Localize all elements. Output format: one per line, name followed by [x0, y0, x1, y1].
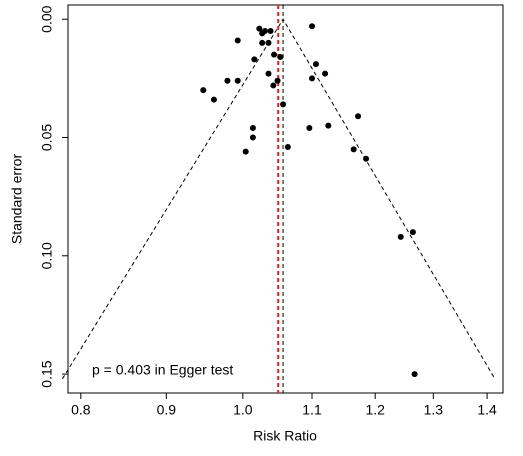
study-point	[397, 233, 404, 240]
y-axis-label: Standard error	[9, 154, 25, 245]
study-point	[249, 125, 256, 132]
study-point	[309, 75, 316, 82]
study-point	[409, 229, 416, 236]
study-point	[242, 148, 249, 155]
study-point	[265, 70, 272, 77]
study-point	[267, 28, 274, 35]
study-point	[350, 146, 357, 153]
x-tick-label: 1.4	[477, 402, 497, 418]
study-point	[284, 143, 291, 150]
study-point	[309, 23, 316, 30]
study-point	[200, 87, 207, 94]
annotation: p = 0.403 in Egger test	[92, 362, 233, 378]
study-point	[274, 77, 281, 84]
x-tick-label: 1.2	[365, 402, 385, 418]
study-point	[322, 70, 329, 77]
study-point	[251, 56, 258, 63]
study-point	[259, 39, 266, 46]
x-tick-label: 0.8	[71, 402, 91, 418]
study-point	[224, 77, 231, 84]
study-point	[306, 125, 313, 132]
study-point	[259, 30, 266, 37]
study-point	[355, 113, 362, 120]
plot-frame	[67, 4, 504, 394]
y-tick-label: 0.00	[39, 5, 55, 32]
x-tick-label: 1.3	[424, 402, 444, 418]
y-tick-label: 0.10	[39, 242, 55, 269]
study-point	[270, 82, 277, 89]
study-point	[312, 61, 319, 68]
y-tick-label: 0.05	[39, 124, 55, 151]
study-point	[277, 54, 284, 61]
study-point	[271, 51, 278, 58]
study-point	[234, 37, 241, 44]
x-axis-label: Risk Ratio	[253, 428, 317, 444]
study-point	[265, 39, 272, 46]
study-point	[256, 25, 263, 32]
funnel-line	[62, 18, 496, 380]
study-point	[249, 134, 256, 141]
x-tick-label: 1.1	[302, 402, 322, 418]
study-point	[411, 371, 418, 378]
y-tick-label: 0.15	[39, 360, 55, 387]
study-point	[363, 155, 370, 162]
study-point	[280, 101, 287, 108]
x-tick-label: 0.9	[157, 402, 177, 418]
study-point	[210, 96, 217, 103]
study-point	[234, 77, 241, 84]
study-point	[325, 122, 332, 129]
x-tick-label: 1.0	[233, 402, 253, 418]
